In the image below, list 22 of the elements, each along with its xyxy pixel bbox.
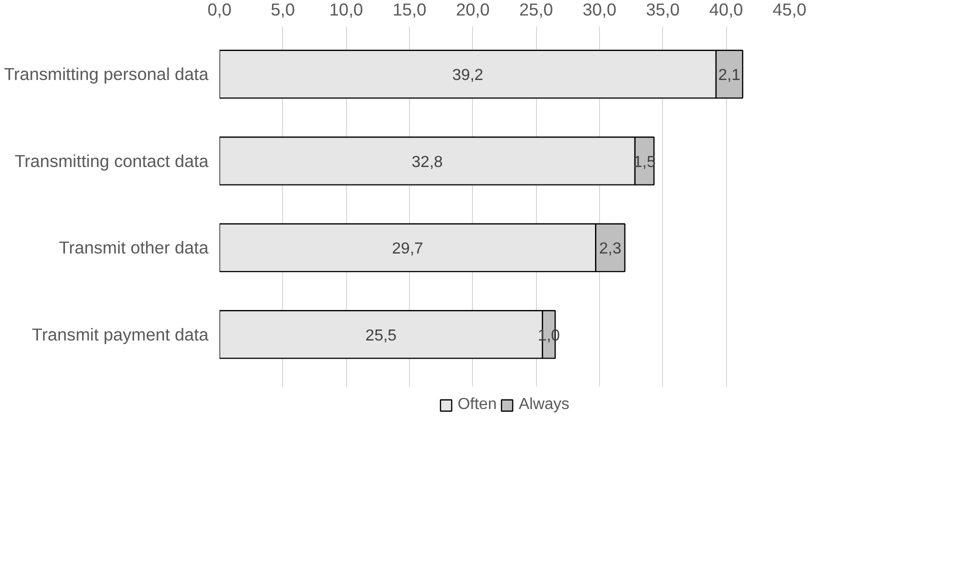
y-tick-label: Transmit payment data — [32, 324, 209, 344]
data-label: 39,2 — [452, 67, 484, 84]
legend-label: Always — [518, 396, 570, 414]
x-tick-label: 15,0 — [392, 0, 426, 20]
data-label: 29,7 — [392, 240, 424, 258]
x-tick-label: 0,0 — [207, 0, 232, 20]
x-tick-label: 5,0 — [270, 0, 295, 20]
legend-label: Often — [458, 396, 497, 414]
x-tick-label: 25,0 — [519, 0, 554, 20]
x-tick-label: 10,0 — [329, 0, 364, 20]
data-label: 2,3 — [599, 240, 622, 258]
x-tick-label: 30,0 — [582, 0, 616, 20]
y-tick-label: Transmitting contact data — [14, 150, 209, 171]
x-tick-label: 45,0 — [772, 0, 806, 20]
x-tick-label: 20,0 — [456, 0, 490, 20]
data-label: 32,8 — [412, 154, 443, 171]
data-label: 2,1 — [718, 67, 741, 84]
x-tick-label: 35,0 — [646, 0, 680, 20]
y-tick-label: Transmit other data — [58, 238, 209, 258]
x-tick-label: 40,0 — [709, 0, 744, 20]
y-tick-label: Transmitting personal data — [4, 64, 209, 84]
data-label: 25,5 — [365, 327, 397, 344]
